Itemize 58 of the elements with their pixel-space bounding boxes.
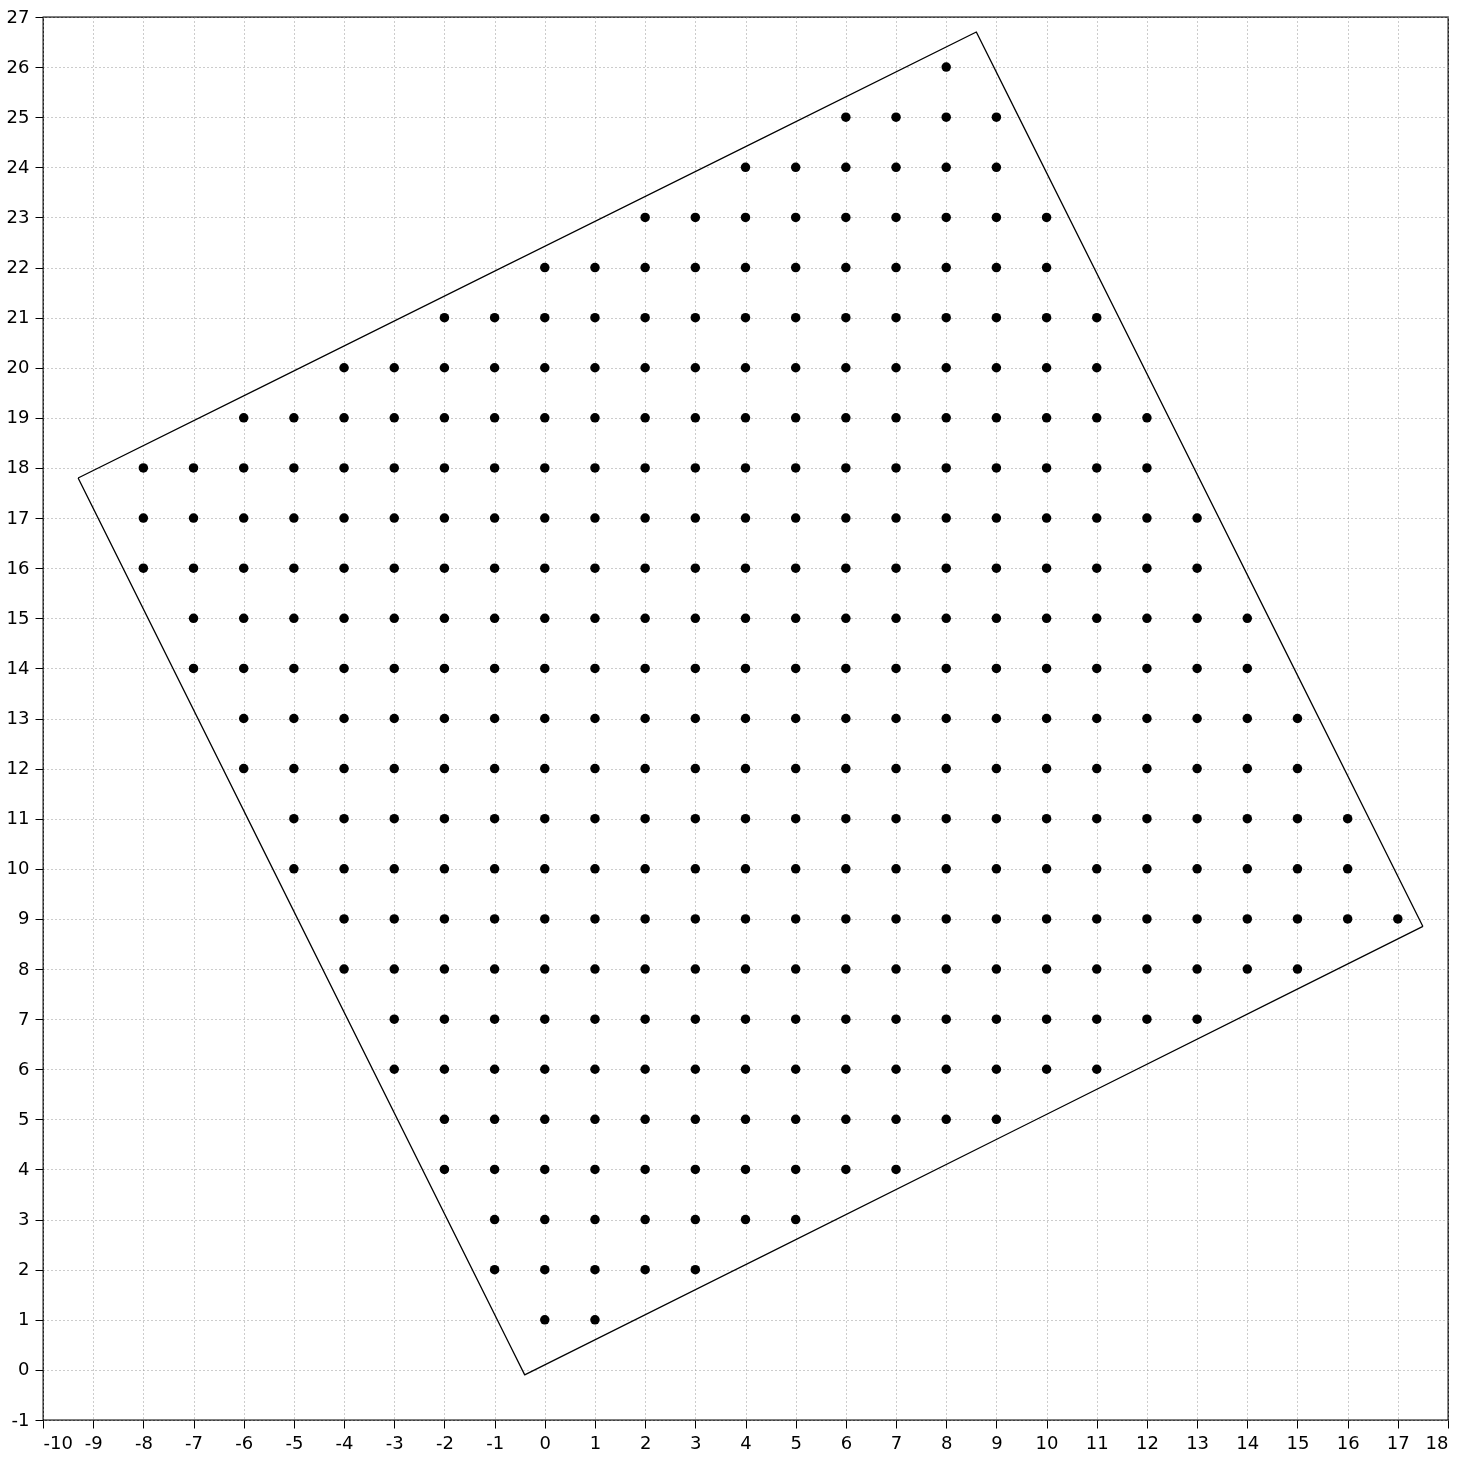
y-tick-label: 24 xyxy=(6,155,30,177)
x-tick-label: 5 xyxy=(790,1431,802,1453)
y-tick-label: 1 xyxy=(18,1308,30,1330)
x-tick-label: 3 xyxy=(690,1431,702,1453)
y-tick-label: 9 xyxy=(18,907,30,929)
y-tick-label: 16 xyxy=(6,556,30,578)
x-tick-label: 15 xyxy=(1286,1431,1310,1453)
y-tick-label: 3 xyxy=(18,1208,30,1230)
x-tick-label: -10 xyxy=(43,1431,73,1453)
y-tick-label: 13 xyxy=(6,707,30,728)
x-tick-label: 14 xyxy=(1236,1431,1260,1453)
y-tick-label: 20 xyxy=(6,356,30,378)
x-tick-label: 9 xyxy=(991,1431,1003,1453)
x-tick-label: 6 xyxy=(840,1431,853,1453)
y-tick-label: 26 xyxy=(6,55,30,77)
x-tick-label: -9 xyxy=(84,1431,103,1453)
x-tick-label: -5 xyxy=(285,1431,304,1453)
y-tick-label: -1 xyxy=(11,1408,30,1430)
y-tick-label: 21 xyxy=(6,306,30,328)
y-tick-label: 25 xyxy=(6,105,30,127)
x-tick-label: 8 xyxy=(940,1431,953,1453)
y-tick-label: 10 xyxy=(6,857,30,879)
x-tick-label: 10 xyxy=(1035,1431,1059,1453)
x-tick-label: 16 xyxy=(1336,1431,1360,1453)
x-tick-label: -8 xyxy=(134,1431,153,1453)
y-tick-label: 23 xyxy=(6,205,30,227)
x-tick-label: -4 xyxy=(335,1431,354,1453)
x-tick-label: 4 xyxy=(740,1431,752,1453)
y-tick-label: 18 xyxy=(6,456,30,478)
x-tick-label: -6 xyxy=(235,1431,254,1453)
x-tick-label: 18 xyxy=(1425,1431,1449,1453)
y-tick-label: 11 xyxy=(6,807,30,829)
y-tick-label: 12 xyxy=(6,757,30,779)
x-tick-label: 11 xyxy=(1085,1431,1109,1453)
y-tick-label: 8 xyxy=(18,957,30,979)
x-tick-label: 0 xyxy=(539,1431,552,1453)
y-tick-label: 14 xyxy=(6,656,30,678)
x-tick-label: 17 xyxy=(1386,1431,1410,1453)
x-tick-label: 12 xyxy=(1135,1431,1159,1453)
y-tick-label: 6 xyxy=(18,1057,30,1079)
y-tick-label: 7 xyxy=(18,1007,30,1029)
y-tick-label: 2 xyxy=(18,1258,30,1280)
x-tick-label: 1 xyxy=(589,1431,602,1453)
y-tick-label: 17 xyxy=(6,506,30,528)
y-tick-label: 5 xyxy=(18,1107,30,1129)
x-tick-label: -3 xyxy=(385,1431,404,1453)
x-tick-label: -7 xyxy=(185,1431,204,1453)
y-tick-label: 27 xyxy=(6,5,30,27)
y-tick-label: 0 xyxy=(18,1358,30,1380)
y-tick-label: 19 xyxy=(6,406,30,428)
x-tick-label: -2 xyxy=(435,1431,454,1453)
x-tick-label: 13 xyxy=(1186,1431,1210,1453)
x-tick-label: 7 xyxy=(890,1431,903,1453)
y-tick-label: 4 xyxy=(18,1157,30,1179)
x-tick-label: 2 xyxy=(639,1431,652,1453)
y-tick-label: 22 xyxy=(6,256,30,278)
x-tick-label: -1 xyxy=(486,1431,505,1453)
y-tick-label: 15 xyxy=(6,606,30,628)
